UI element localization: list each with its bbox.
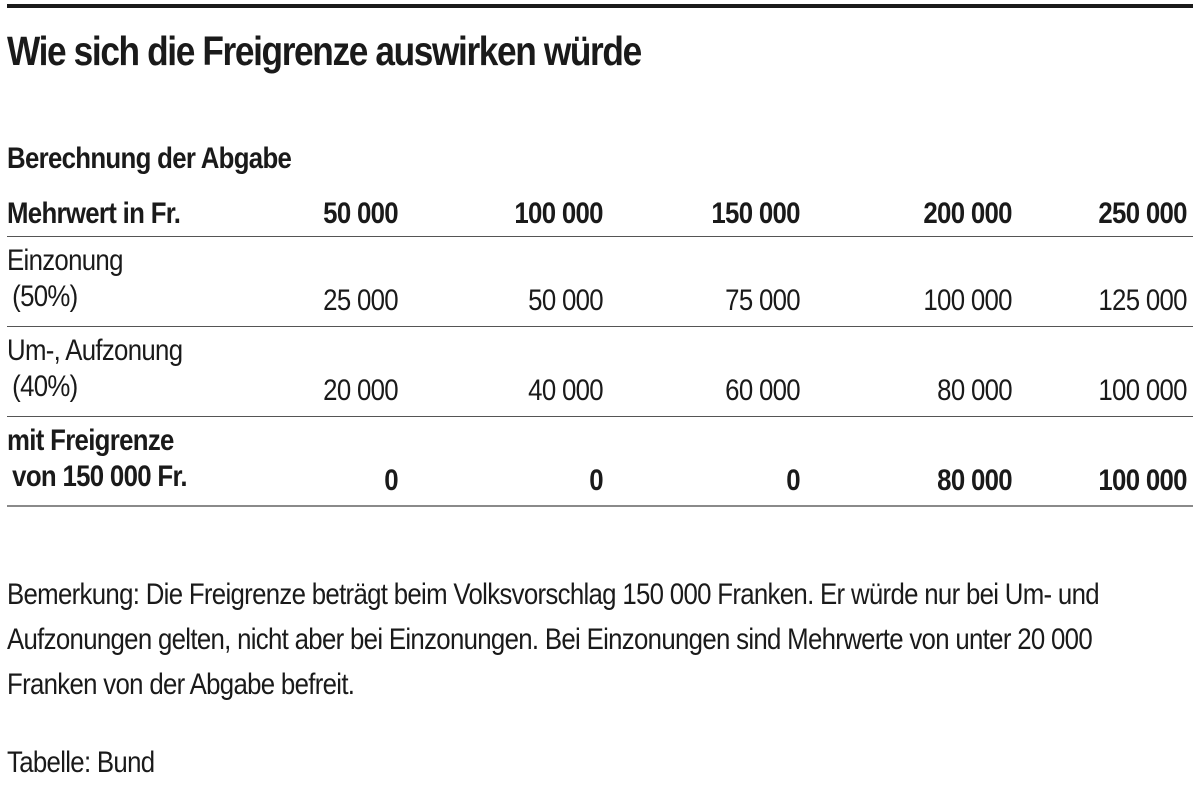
- table-row-freigrenze: mit Freigrenze von 150 000 Fr. 0 0 0 80 …: [7, 417, 1193, 507]
- table-subtitle: Berechnung der Abgabe: [7, 142, 292, 175]
- table-cell: 40 000: [528, 374, 603, 407]
- table-cell: 125 000: [1098, 284, 1188, 317]
- page-title: Wie sich die Freigrenze auswirken würde: [7, 28, 642, 74]
- table-cell: 80 000: [937, 464, 1012, 497]
- table-cell: 0: [589, 464, 603, 497]
- header-col-1: 50 000: [323, 197, 398, 230]
- table-header-row: Mehrwert in Fr. 50 000 100 000 150 000 2…: [7, 190, 1193, 237]
- table-cell: 100 000: [1098, 374, 1188, 407]
- row-label: mit Freigrenze von 150 000 Fr.: [7, 424, 188, 493]
- table-cell: 20 000: [323, 374, 398, 407]
- table-cell: 100 000: [923, 284, 1013, 317]
- table-cell: 80 000: [937, 374, 1012, 407]
- top-rule: [7, 4, 1193, 8]
- table-cell: 25 000: [323, 284, 398, 317]
- header-label: Mehrwert in Fr.: [7, 197, 181, 230]
- table-cell: 0: [786, 464, 800, 497]
- levy-table: Mehrwert in Fr. 50 000 100 000 150 000 2…: [7, 190, 1193, 507]
- table-cell: 75 000: [725, 284, 800, 317]
- source-credit: Tabelle: Bund: [7, 746, 155, 779]
- footnote-remark: Bemerkung: Die Freigrenze beträgt beim V…: [7, 578, 1100, 701]
- header-col-5: 250 000: [1098, 197, 1188, 230]
- header-col-4: 200 000: [923, 197, 1013, 230]
- table-cell: 0: [384, 464, 398, 497]
- row-label: Um-, Aufzonung (40%): [7, 334, 183, 403]
- header-col-3: 150 000: [711, 197, 801, 230]
- table-cell: 50 000: [528, 284, 603, 317]
- header-col-2: 100 000: [514, 197, 604, 230]
- table-cell: 60 000: [725, 374, 800, 407]
- table-row-umzonung: Um-, Aufzonung (40%) 20 000 40 000 60 00…: [7, 327, 1193, 417]
- table-row-einzonung: Einzonung (50%) 25 000 50 000 75 000 100…: [7, 237, 1193, 327]
- table-cell: 100 000: [1098, 464, 1188, 497]
- row-label: Einzonung (50%): [7, 244, 123, 313]
